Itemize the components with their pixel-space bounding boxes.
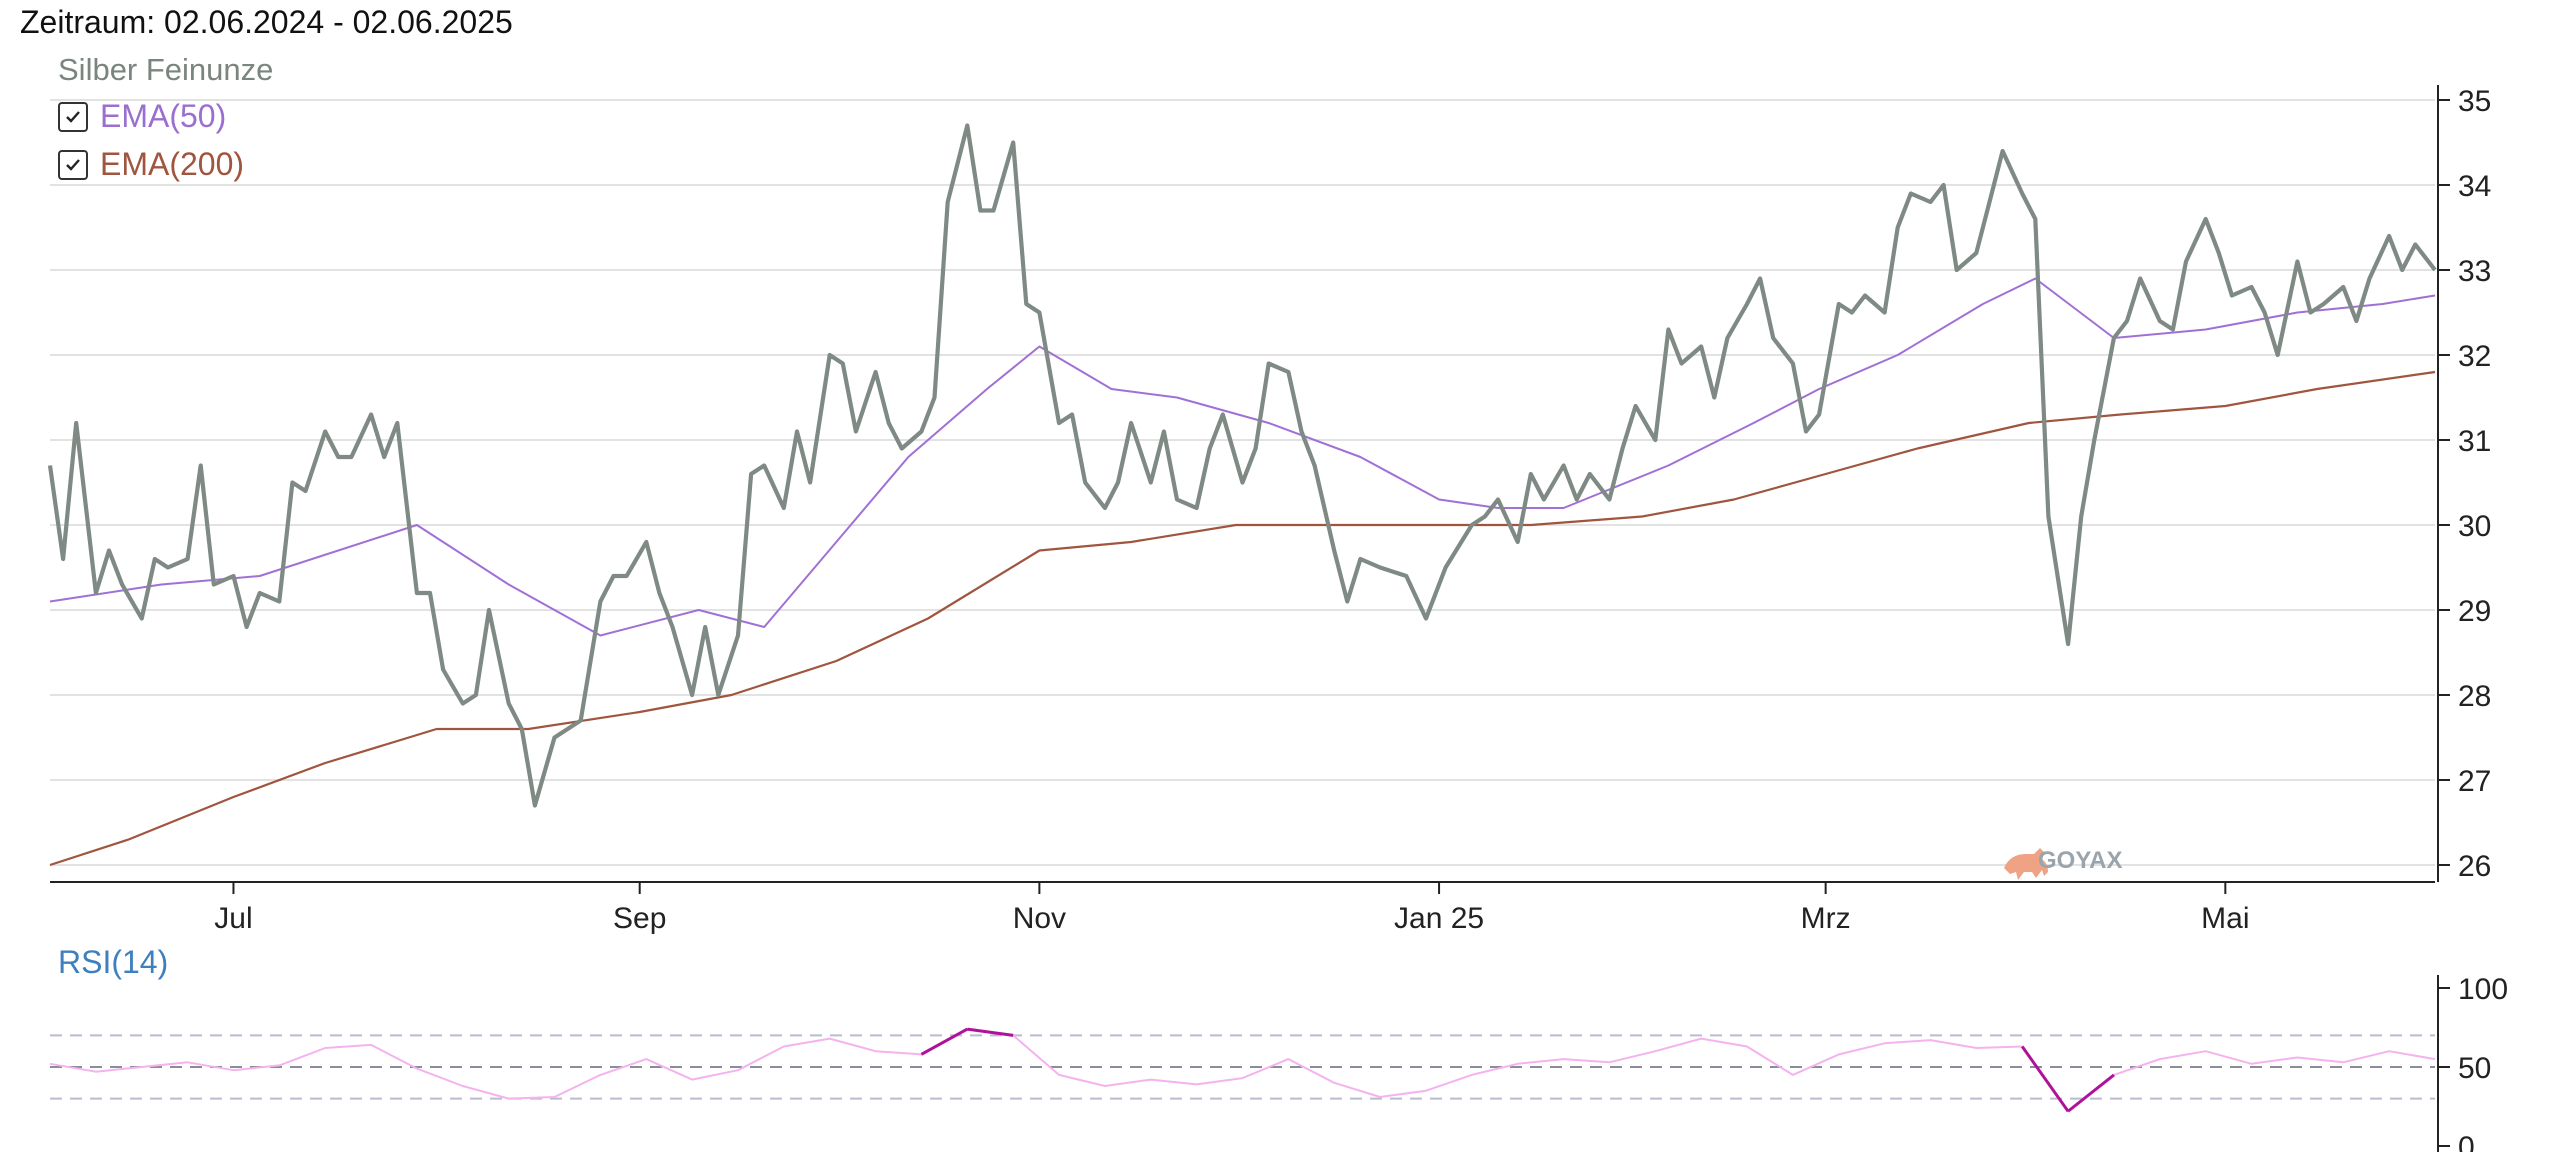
rsi-y-tick-label-0: 0 [2458, 1131, 2475, 1152]
checkbox-checked-icon[interactable] [58, 101, 88, 132]
y-tick-label-26: 26 [2458, 850, 2491, 883]
y-tick-label-27: 27 [2458, 765, 2491, 798]
legend-ema50-toggle[interactable]: EMA(50) [58, 98, 226, 135]
checkbox-checked-icon[interactable] [58, 149, 88, 180]
y-tick-label-29: 29 [2458, 595, 2491, 628]
period-label: Zeitraum: 02.06.2024 - 02.06.2025 [20, 4, 513, 40]
y-tick-label-33: 33 [2458, 255, 2491, 288]
rsi-extreme-segment [967, 1027, 1014, 1037]
watermark-text: GOYAX [2038, 847, 2122, 874]
y-tick-label-28: 28 [2458, 680, 2491, 713]
x-tick-label-Jul: Jul [214, 902, 252, 935]
y-tick-label-32: 32 [2458, 340, 2491, 373]
main-series-layer [47, 123, 2437, 867]
rsi-grid [50, 1034, 2435, 1100]
rsi-extreme-segment [920, 1027, 969, 1056]
x-tick-label-Sep: Sep [613, 902, 666, 935]
goyax-watermark: GOYAX [2004, 847, 2122, 880]
y-tick-label-35: 35 [2458, 85, 2491, 118]
ema200-line [49, 370, 2436, 867]
legend-ema50-label: EMA(50) [100, 98, 227, 134]
rsi-extreme-segment [2067, 1073, 2115, 1113]
y-tick-label-30: 30 [2458, 510, 2491, 543]
rsi-axes: 0 50 100 [2437, 973, 2508, 1152]
rsi-panel-label: RSI(14) [58, 944, 169, 980]
legend-ema200-toggle[interactable]: EMA(200) [58, 146, 244, 183]
legend-ema200-label: EMA(200) [100, 146, 245, 182]
main-axes: 26 27 28 29 30 31 32 33 34 35 Jul Sep Nov Jan 25 Mrz Ma… [50, 85, 2491, 935]
series-name-label: Silber Feinunze [58, 52, 274, 87]
rsi-y-tick-label-50: 50 [2458, 1052, 2491, 1085]
x-tick-label-Mai: Mai [2201, 902, 2249, 935]
rsi-y-tick-label-100: 100 [2458, 973, 2508, 1006]
ema50-line [49, 277, 2436, 637]
x-tick-label-Jan-25: Jan 25 [1394, 902, 1484, 935]
x-tick-label-Nov: Nov [1013, 902, 1066, 935]
y-tick-label-31: 31 [2458, 425, 2491, 458]
bull-logo-icon [2004, 848, 2048, 880]
y-tick-label-34: 34 [2458, 170, 2491, 203]
price-line [47, 123, 2437, 808]
rsi-extreme-segment [2020, 1045, 2070, 1113]
x-tick-label-Mrz: Mrz [1801, 902, 1851, 935]
rsi-series-layer [49, 1027, 2436, 1113]
